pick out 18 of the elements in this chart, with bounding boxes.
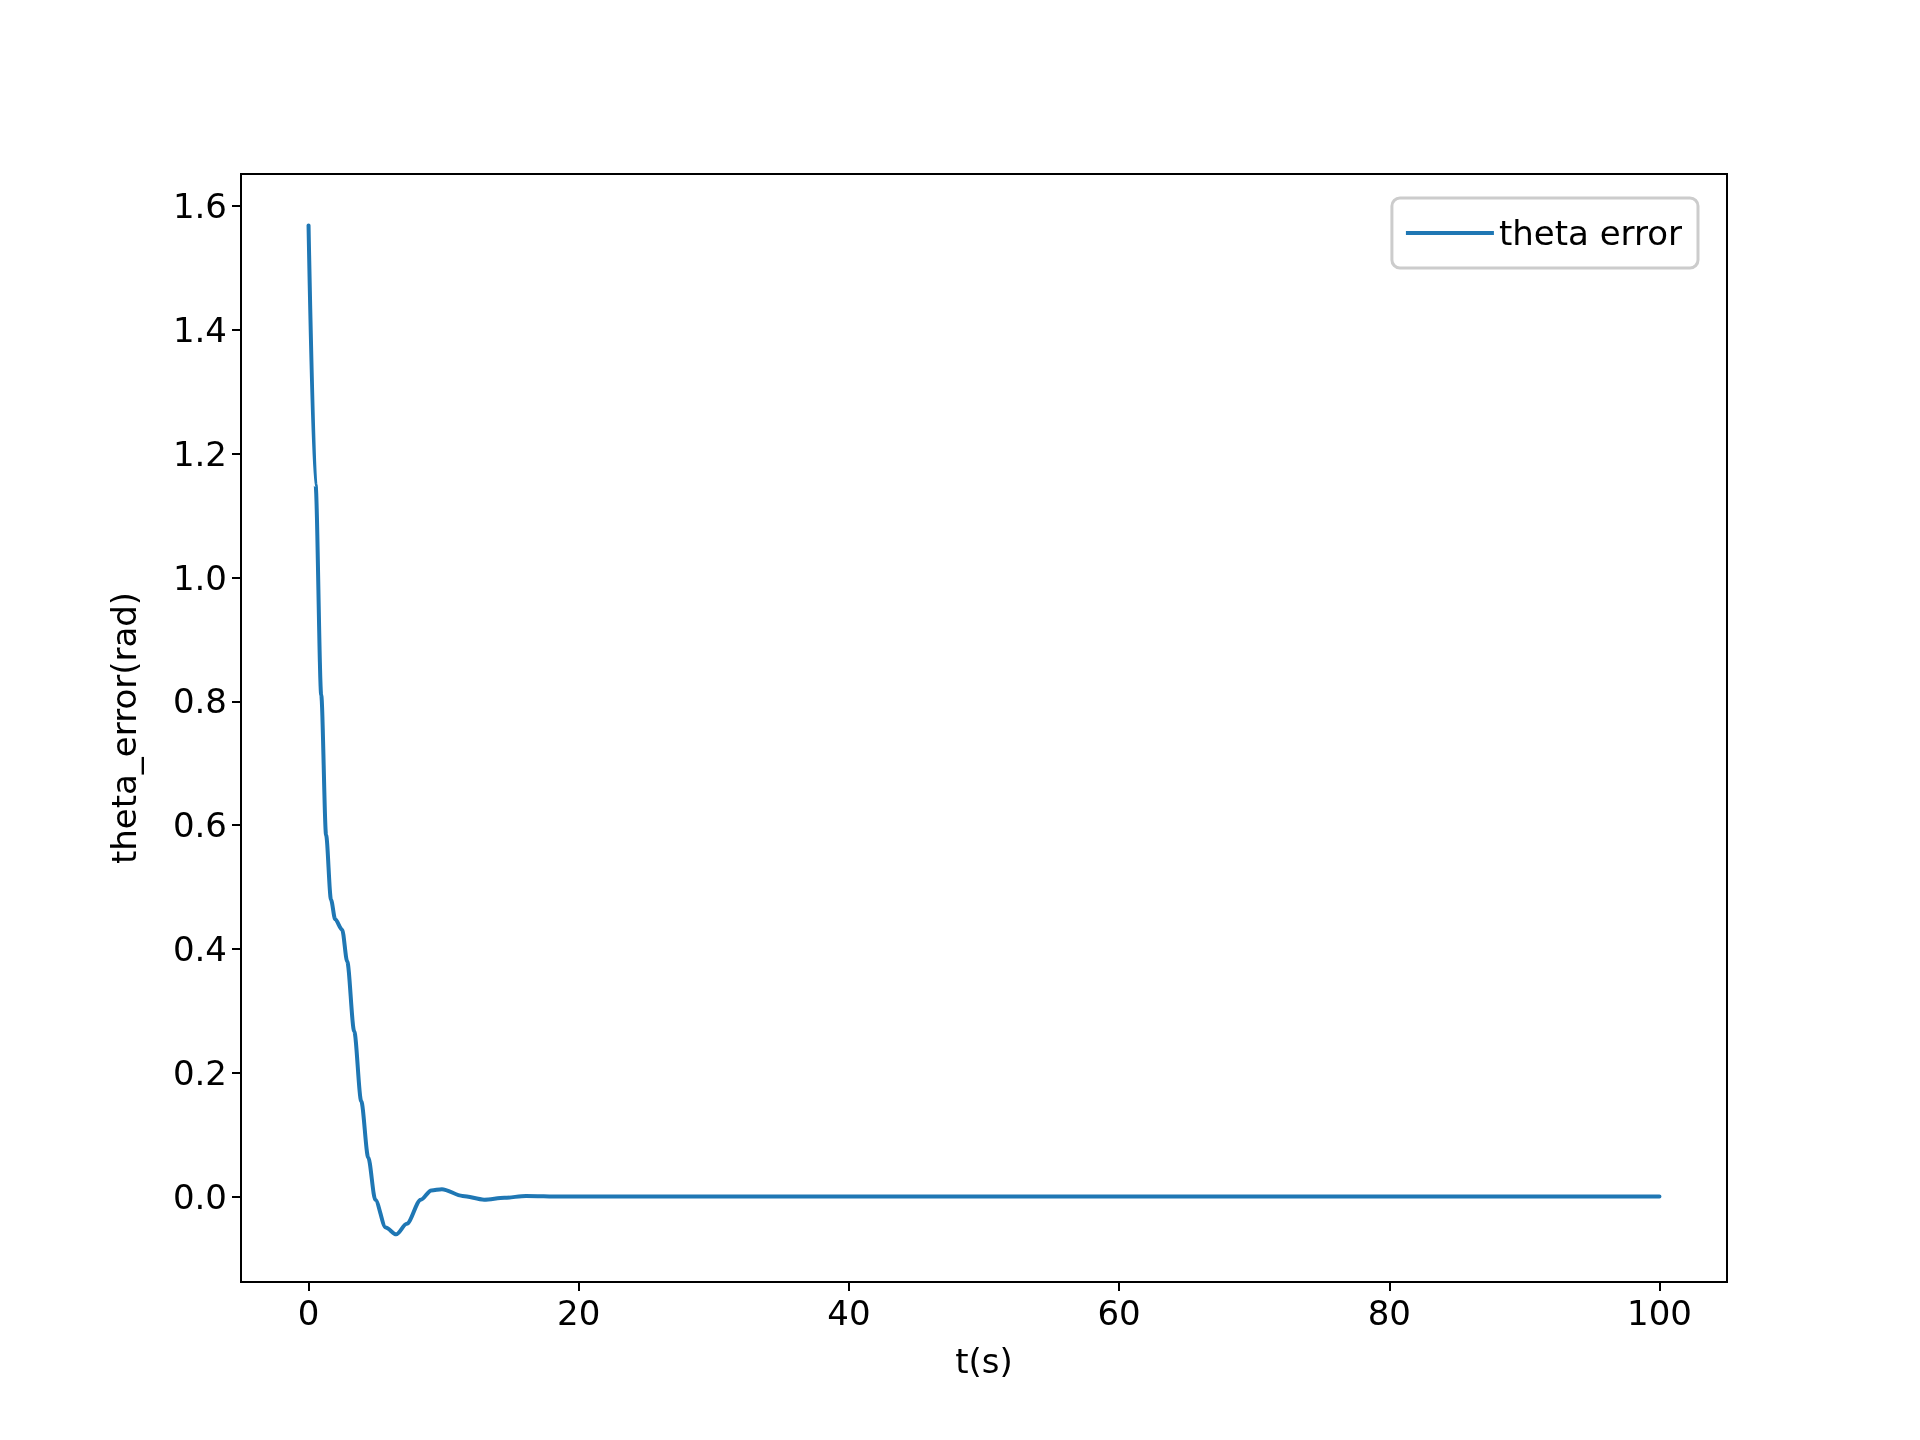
y-tick-label: 0.4 [172,928,227,969]
x-tick-label: 0 [297,1293,320,1333]
y-tick-label: 0.0 [172,1176,227,1217]
y-axis-title: theta_error(rad) [104,591,144,865]
legend-label: theta error [1498,213,1683,253]
y-tick-label: 0.8 [172,681,227,722]
y-tick-label: 1.6 [172,186,227,227]
x-tick-label: 20 [557,1293,601,1333]
x-axis-title: t(s) [955,1341,1013,1381]
x-tick-label: 100 [1627,1293,1692,1333]
y-tick-label: 1.0 [172,557,227,598]
x-tick-label: 60 [1097,1293,1141,1333]
y-tick-label: 0.2 [172,1052,227,1093]
x-tick-label: 40 [827,1293,871,1333]
y-tick-label: 0.6 [172,805,227,846]
y-tick-label: 1.2 [172,433,227,474]
y-tick-label: 1.4 [172,309,227,350]
x-tick-label: 80 [1367,1293,1411,1333]
